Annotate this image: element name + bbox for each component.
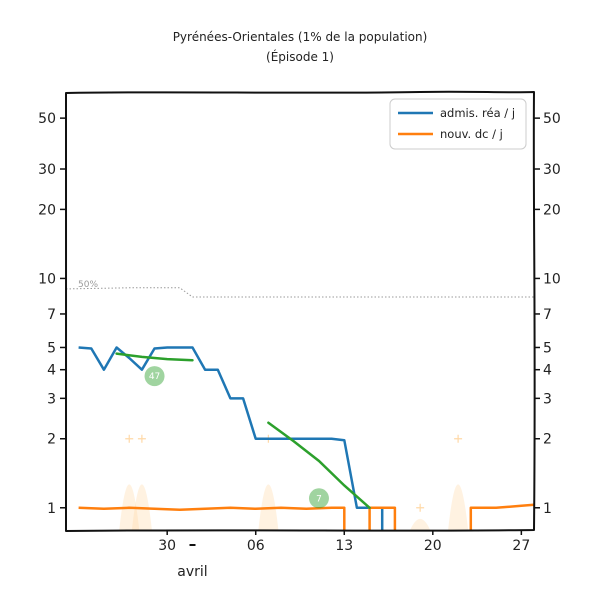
legend-label-deces: nouv. dc / j bbox=[440, 127, 503, 141]
chart-subtitle: (Épisode 1) bbox=[266, 49, 334, 64]
legend-label-admis: admis. réa / j bbox=[440, 106, 515, 120]
series-segment bbox=[368, 506, 397, 530]
x-tick-label: 30 bbox=[158, 538, 176, 554]
y-tick-label-right: 5 bbox=[543, 340, 552, 356]
plot-frame bbox=[64, 90, 536, 532]
x-tick-label: 20 bbox=[424, 538, 442, 554]
y-tick-label-right: 2 bbox=[543, 432, 552, 448]
x-tick-label: 13 bbox=[335, 538, 353, 554]
x-tick-label: 27 bbox=[512, 538, 530, 554]
legend-box bbox=[389, 98, 527, 150]
threshold-label: 50% bbox=[78, 280, 98, 290]
series-line bbox=[78, 346, 370, 510]
background-spike bbox=[410, 518, 431, 530]
trend-badge bbox=[308, 488, 329, 509]
series-deces bbox=[78, 503, 535, 530]
y-tick-label-left: 4 bbox=[47, 363, 56, 379]
series-admis bbox=[78, 346, 384, 530]
trend-badge-label: 7 bbox=[316, 494, 322, 504]
y-tick-label-right: 10 bbox=[543, 271, 561, 287]
y-axis-left: 1 2 3 4 5 7 10 20 30 50 bbox=[38, 111, 66, 517]
background-marker bbox=[125, 434, 134, 443]
background-marker bbox=[137, 434, 146, 443]
y-tick-label-left: 30 bbox=[38, 162, 56, 178]
y-tick-label-right: 3 bbox=[543, 391, 552, 407]
threshold-path bbox=[65, 287, 534, 298]
y-tick-label-right: 50 bbox=[543, 111, 561, 127]
trend-1: 47 bbox=[115, 352, 194, 387]
trend-badge-label: 47 bbox=[149, 372, 160, 382]
y-axis-right: 1 2 3 4 5 7 10 20 30 50 bbox=[534, 111, 561, 517]
x-axis: 30 06 13 20 27 bbox=[158, 530, 530, 554]
y-tick-label-left: 10 bbox=[38, 271, 56, 287]
y-tick-label-right: 30 bbox=[543, 162, 561, 178]
y-tick-label-left: 5 bbox=[47, 340, 56, 356]
background-marker bbox=[416, 503, 425, 512]
trend-line bbox=[115, 352, 194, 362]
trend-line bbox=[267, 421, 371, 510]
y-tick-label-left: 1 bbox=[47, 501, 56, 517]
y-tick-label-left: 2 bbox=[47, 432, 56, 448]
y-tick-label-right: 20 bbox=[543, 202, 561, 218]
series-segment bbox=[469, 503, 535, 530]
background-marker bbox=[454, 434, 463, 443]
trend-badge bbox=[144, 366, 165, 387]
legend: admis. réa / j nouv. dc / j bbox=[389, 98, 527, 150]
threshold-line: 50% bbox=[65, 280, 534, 298]
y-tick-label-right: 7 bbox=[543, 307, 552, 323]
series-layer bbox=[78, 346, 535, 530]
trend-2: 7 bbox=[267, 421, 371, 510]
x-tick-label: 06 bbox=[247, 538, 265, 554]
y-tick-label-left: 50 bbox=[38, 111, 56, 127]
background-spike bbox=[448, 484, 469, 530]
series-segment bbox=[78, 506, 346, 530]
month-label: avril bbox=[177, 564, 207, 580]
y-tick-label-right: 1 bbox=[543, 501, 552, 517]
y-tick-label-right: 4 bbox=[543, 363, 552, 379]
trend-layer: 47 7 bbox=[115, 352, 371, 510]
y-tick-label-left: 20 bbox=[38, 202, 56, 218]
y-tick-label-left: 3 bbox=[47, 391, 56, 407]
y-tick-label-left: 7 bbox=[47, 307, 56, 323]
chart-title: Pyrénées-Orientales (1% de la population… bbox=[173, 30, 428, 44]
background-markers bbox=[119, 434, 469, 530]
